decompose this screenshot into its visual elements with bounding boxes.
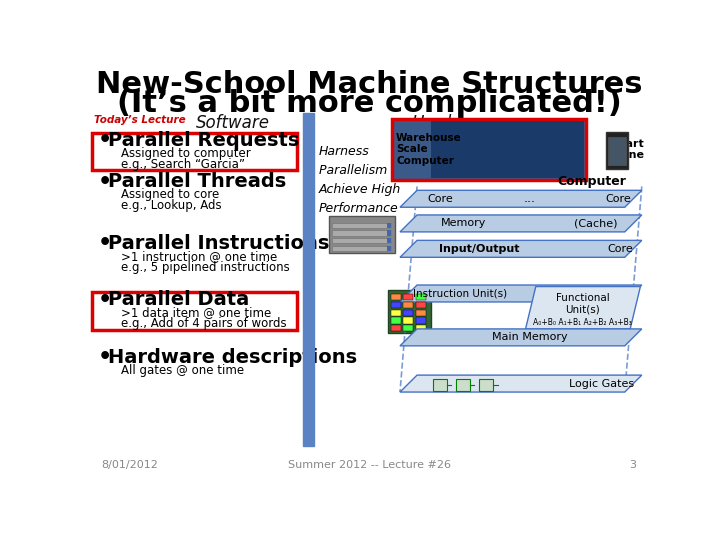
Text: Software: Software (197, 113, 271, 132)
Bar (329, 217, 395, 253)
Bar (391, 318, 401, 323)
Text: Memory: Memory (441, 218, 486, 228)
Bar (303, 113, 314, 446)
Bar (415, 318, 426, 323)
Text: (It’s a bit more complicated!): (It’s a bit more complicated!) (117, 89, 621, 118)
Text: 8/01/2012: 8/01/2012 (102, 460, 158, 470)
Bar (332, 246, 392, 251)
Polygon shape (526, 287, 640, 329)
Polygon shape (400, 190, 642, 207)
Text: e.g., Lookup, Ads: e.g., Lookup, Ads (121, 199, 222, 212)
Text: Assigned to computer: Assigned to computer (121, 147, 251, 160)
Bar (415, 294, 426, 300)
Text: •: • (98, 233, 112, 253)
Text: ...: ... (523, 192, 536, 205)
Text: Parallel Threads: Parallel Threads (108, 172, 286, 191)
Bar (92, 292, 297, 330)
Text: Smart
Phone: Smart Phone (606, 139, 644, 160)
Text: Parallel Requests: Parallel Requests (108, 131, 300, 150)
Text: Core: Core (606, 194, 631, 204)
Bar (403, 302, 413, 308)
Text: e.g., 5 pipelined instructions: e.g., 5 pipelined instructions (121, 261, 289, 274)
Bar (391, 309, 401, 316)
Bar (387, 231, 391, 236)
Text: Computer: Computer (557, 174, 626, 187)
Text: •: • (98, 130, 112, 150)
Bar (391, 294, 401, 300)
Bar (403, 318, 413, 323)
Text: •: • (98, 347, 112, 367)
Text: Parallel Instructions: Parallel Instructions (108, 234, 329, 253)
Text: >1 data item @ one time: >1 data item @ one time (121, 306, 271, 319)
Text: Input/Output: Input/Output (438, 244, 519, 254)
Bar (392, 119, 586, 180)
Bar (332, 222, 392, 228)
Text: Functional
Unit(s): Functional Unit(s) (556, 293, 610, 315)
Bar (388, 291, 431, 333)
Bar (606, 132, 628, 168)
Text: (Cache): (Cache) (574, 218, 617, 228)
Polygon shape (400, 285, 642, 302)
Text: Today’s Lecture: Today’s Lecture (94, 115, 186, 125)
Bar (403, 325, 413, 331)
Bar (415, 309, 426, 316)
Bar (391, 325, 401, 331)
Bar (433, 379, 446, 390)
Text: 3: 3 (629, 460, 636, 470)
Text: >1 instruction @ one time: >1 instruction @ one time (121, 250, 277, 263)
Bar (431, 121, 584, 178)
Polygon shape (400, 375, 642, 392)
Bar (387, 246, 391, 251)
Text: e.g., Search “Garcia”: e.g., Search “Garcia” (121, 158, 245, 171)
Bar (608, 137, 626, 165)
Bar (415, 325, 426, 331)
Text: •: • (98, 172, 112, 192)
Text: Main Memory: Main Memory (492, 333, 567, 342)
Bar (415, 302, 426, 308)
Text: Summer 2012 -- Lecture #26: Summer 2012 -- Lecture #26 (287, 460, 451, 470)
Text: e.g., Add of 4 pairs of words: e.g., Add of 4 pairs of words (121, 317, 287, 330)
Polygon shape (400, 329, 642, 346)
Bar (332, 238, 392, 244)
Bar (92, 132, 297, 170)
Text: Assigned to core: Assigned to core (121, 188, 220, 201)
Bar (403, 294, 413, 300)
Bar (479, 379, 493, 390)
Text: Core: Core (428, 194, 453, 204)
Bar (332, 231, 392, 236)
Text: Hardware descriptions: Hardware descriptions (108, 348, 357, 367)
Bar (456, 379, 469, 390)
Bar (387, 238, 391, 244)
Polygon shape (400, 240, 642, 257)
Text: •: • (98, 289, 112, 309)
Text: Logic Gates: Logic Gates (569, 379, 634, 389)
Text: Instruction Unit(s): Instruction Unit(s) (413, 288, 507, 299)
Text: New-School Machine Structures: New-School Machine Structures (96, 70, 642, 98)
Text: A₀+B₀ A₁+B₁ A₂+B₂ A₃+B₃: A₀+B₀ A₁+B₁ A₂+B₂ A₃+B₃ (534, 318, 632, 327)
Text: Core: Core (607, 244, 633, 254)
Bar (387, 222, 391, 228)
Text: Harness
Parallelism &
Achieve High
Performance: Harness Parallelism & Achieve High Perfo… (319, 145, 401, 215)
Text: Hardware: Hardware (412, 113, 492, 132)
Bar (403, 309, 413, 316)
Bar (391, 302, 401, 308)
Text: Warehouse
Scale
Computer: Warehouse Scale Computer (396, 133, 462, 166)
Text: Parallel Data: Parallel Data (108, 290, 249, 309)
Polygon shape (400, 215, 642, 232)
Text: All gates @ one time: All gates @ one time (121, 364, 244, 377)
